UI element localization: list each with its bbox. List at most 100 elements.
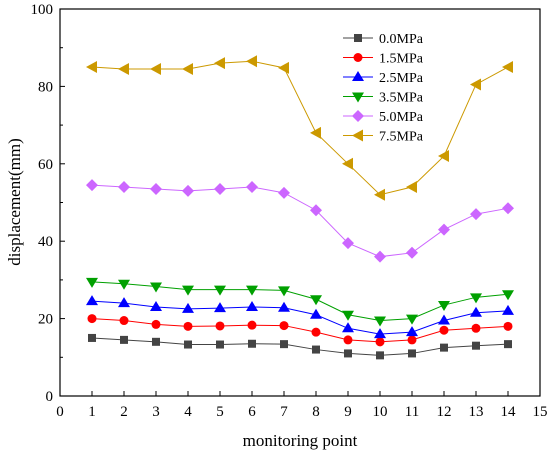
x-tick-label: 11 (405, 404, 419, 420)
series-line (91, 318, 509, 343)
data-point (183, 321, 193, 331)
data-point (406, 181, 417, 194)
data-point (374, 250, 386, 263)
data-point (150, 300, 162, 311)
series-1.5MPa (87, 314, 513, 347)
data-point (407, 335, 417, 345)
y-tick-label: 80 (38, 79, 53, 95)
data-point (438, 223, 450, 236)
data-point (246, 300, 258, 311)
data-point (439, 325, 449, 335)
data-point (343, 335, 353, 345)
data-point (182, 184, 194, 197)
series-line (91, 281, 509, 322)
data-point (88, 333, 96, 342)
data-point (151, 319, 161, 329)
data-point (150, 62, 161, 75)
x-tick-label: 2 (120, 404, 128, 420)
data-point (471, 323, 481, 333)
data-point (504, 340, 512, 349)
data-point (408, 349, 416, 358)
legend-item: 5.0MPa (343, 110, 424, 125)
legend-item: 0.0MPa (343, 32, 424, 47)
data-point (118, 181, 130, 194)
data-point (119, 316, 129, 326)
data-point (502, 61, 513, 74)
series-line (91, 184, 509, 258)
data-point (278, 301, 290, 312)
legend-marker (354, 34, 362, 42)
data-point (472, 341, 480, 350)
data-point (118, 279, 130, 290)
data-point (375, 337, 385, 347)
legend-label: 3.5MPa (379, 91, 424, 106)
data-point (310, 308, 322, 319)
plot-area-frame (59, 8, 541, 397)
series-5.0MPa (86, 179, 514, 263)
data-point (278, 61, 289, 74)
data-point (247, 320, 257, 330)
data-point (374, 316, 386, 327)
series-line (91, 300, 509, 335)
data-point (342, 237, 354, 250)
data-point (374, 328, 386, 339)
x-tick-label: 1 (88, 404, 96, 420)
legend-marker (352, 129, 363, 142)
legend-label: 1.5MPa (379, 52, 424, 67)
data-point (342, 322, 354, 333)
data-point (86, 295, 98, 306)
data-point (118, 297, 130, 308)
data-point (312, 345, 320, 354)
y-tick-label: 0 (46, 389, 54, 405)
data-point (440, 343, 448, 352)
data-point (374, 188, 385, 201)
data-point (214, 302, 226, 313)
data-point (182, 285, 194, 296)
data-point (470, 208, 482, 221)
data-point (470, 293, 482, 304)
y-tick-label: 40 (38, 234, 53, 250)
data-point (248, 339, 256, 348)
data-point (342, 310, 354, 321)
data-point (152, 337, 160, 346)
x-tick-label: 8 (312, 404, 320, 420)
data-point (118, 62, 129, 75)
legend-label: 7.5MPa (379, 130, 424, 145)
data-point (502, 290, 514, 301)
series-3.5MPa (86, 277, 514, 327)
legend-item: 2.5MPa (343, 71, 424, 86)
data-point (86, 179, 98, 192)
legend-marker (352, 110, 364, 122)
x-tick-label: 3 (152, 404, 160, 420)
legend-label: 5.0MPa (379, 110, 424, 125)
data-point (120, 335, 128, 344)
x-tick-label: 0 (56, 404, 64, 420)
x-tick-label: 7 (280, 404, 288, 420)
series-line (91, 60, 509, 196)
data-point (438, 301, 450, 312)
data-point (310, 295, 322, 306)
legend-marker (353, 53, 363, 62)
x-tick-label: 4 (184, 404, 192, 420)
data-point (278, 186, 290, 199)
x-tick-label: 10 (373, 404, 388, 420)
x-tick-label: 15 (533, 404, 548, 420)
y-axis-title: displacement(mm) (5, 138, 24, 265)
data-point (342, 157, 353, 170)
x-tick-label: 9 (344, 404, 352, 420)
series-line (91, 337, 509, 356)
data-point (344, 349, 352, 358)
legend-item: 3.5MPa (343, 91, 424, 106)
data-point (182, 62, 193, 75)
data-point (502, 202, 514, 215)
data-point (310, 126, 321, 139)
data-point (246, 181, 258, 194)
x-tick-label: 13 (469, 404, 484, 420)
data-point (246, 55, 257, 68)
series-0.0MPa (88, 333, 512, 360)
series-7.5MPa (86, 55, 513, 201)
x-tick-label: 12 (437, 404, 452, 420)
data-point (311, 327, 321, 337)
data-point (470, 306, 482, 317)
